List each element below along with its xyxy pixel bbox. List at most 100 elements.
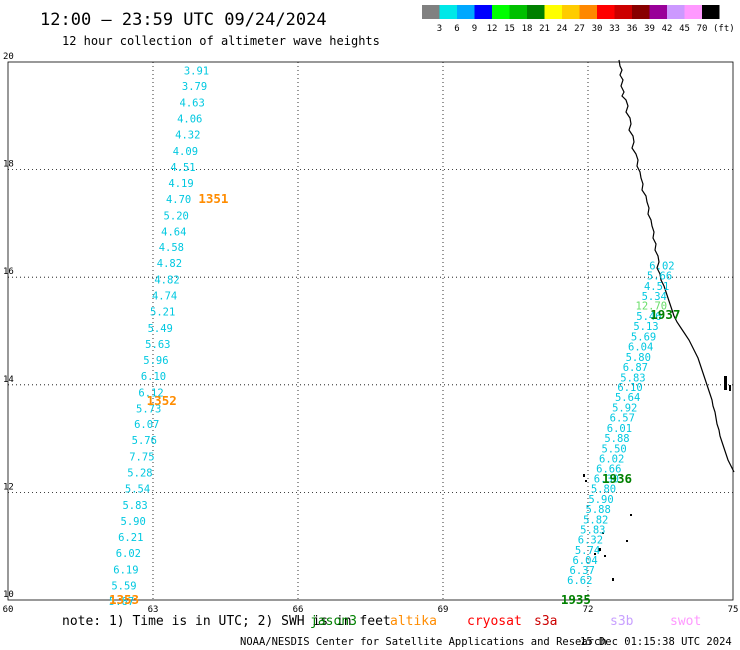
legend-swatch — [597, 5, 615, 19]
wave-height-value: 5.83 — [122, 500, 147, 512]
wave-height-value: 5.87 — [109, 596, 134, 608]
wave-height-value: 4.51 — [644, 281, 669, 293]
satellite-legend-item: cryosat — [467, 614, 522, 629]
wave-height-value: 6.10 — [617, 382, 642, 394]
x-tick-label: 63 — [148, 605, 159, 615]
y-tick-label: 10 — [3, 590, 14, 600]
wave-height-value: 6.57 — [610, 413, 635, 425]
legend-swatch — [667, 5, 685, 19]
wave-height-value: 6.02 — [599, 454, 624, 466]
pass-time-label: 1937 — [650, 307, 680, 322]
wave-height-value: 4.82 — [157, 258, 182, 270]
wave-height-value: 6.32 — [578, 535, 603, 547]
wave-height-value: 3.91 — [184, 66, 209, 78]
wave-height-value: 6.37 — [570, 565, 595, 577]
wave-height-value: 4.09 — [173, 146, 198, 158]
wave-height-value: 5.92 — [612, 402, 637, 414]
wave-height-value: 6.02 — [116, 548, 141, 560]
lakshadweep-islands — [583, 376, 731, 581]
wave-height-value: 5.46 — [636, 311, 661, 323]
satellite-legend-item: s3b — [610, 614, 634, 629]
pass-time-label: 1935 — [561, 592, 591, 607]
credit-text: NOAA/NESDIS Center for Satellite Applica… — [240, 636, 607, 648]
wave-height-value: 6.87 — [623, 362, 648, 374]
wave-height-value: 5.34 — [642, 291, 667, 303]
wave-height-value: 5.50 — [601, 443, 626, 455]
satellite-legend-item: swot — [670, 614, 701, 629]
legend-swatch — [579, 5, 597, 19]
x-axis-ticks: 60 63 66 69 72 75 — [3, 605, 739, 615]
pass-time-label: 1936 — [602, 471, 632, 486]
legend-swatch — [562, 5, 580, 19]
wave-height-value: 6.19 — [113, 564, 138, 576]
x-tick-label: 69 — [438, 605, 449, 615]
wave-height-value: 6.66 — [596, 464, 621, 476]
wave-height-value: 6.30 — [594, 473, 619, 485]
legend-swatch — [527, 5, 545, 19]
x-tick-label: 60 — [3, 605, 14, 615]
legend-swatch — [492, 5, 510, 19]
wave-height-value: 12.70 — [636, 301, 668, 313]
wave-height-value: 6.04 — [572, 555, 597, 567]
wave-height-value: 5.13 — [633, 321, 658, 333]
legend-swatch — [474, 5, 492, 19]
wave-height-value: 6.12 — [138, 387, 163, 399]
wave-height-value: 6.21 — [118, 532, 143, 544]
wave-height-value: 6.62 — [567, 575, 592, 587]
map-grid — [8, 62, 733, 600]
wave-height-value: 5.82 — [583, 514, 608, 526]
satellite-legend-item: s3a — [534, 614, 557, 629]
wave-height-value: 5.96 — [143, 355, 168, 367]
legend-tick: 36 — [627, 24, 638, 34]
satellite-legend-item: jason3 — [310, 614, 357, 629]
satellite-legend-item: altika — [390, 614, 437, 629]
wave-height-value: 6.04 — [628, 342, 653, 354]
y-tick-label: 18 — [3, 160, 14, 170]
wave-height-value: 5.90 — [588, 494, 613, 506]
generated-timestamp: 15 Dec 01:15:38 UTC 2024 — [580, 636, 732, 648]
legend-tick: 42 — [662, 24, 673, 34]
wave-height-value: 6.01 — [607, 423, 632, 435]
legend-tick: 39 — [644, 24, 655, 34]
legend-swatch — [544, 5, 562, 19]
legend-swatch — [457, 5, 475, 19]
wave-height-value: 5.49 — [148, 323, 173, 335]
legend-swatch — [702, 5, 720, 19]
wave-height-value: 4.06 — [177, 113, 202, 125]
legend-swatch — [632, 5, 650, 19]
wave-height-value: 7.75 — [129, 451, 154, 463]
wave-height-value: 5.54 — [125, 484, 150, 496]
legend-tick: 45 — [679, 24, 690, 34]
wave-height-value: 5.69 — [631, 331, 656, 343]
wave-height-value: 4.51 — [170, 162, 195, 174]
wave-height-value: 5.80 — [591, 484, 616, 496]
wave-height-value: 6.02 — [649, 260, 674, 272]
legend-tick: 9 — [472, 24, 477, 34]
wave-height-value: 4.58 — [159, 242, 184, 254]
legend-tick: 27 — [574, 24, 585, 34]
y-axis-ticks: 10 12 14 16 18 20 — [3, 52, 14, 600]
y-tick-label: 12 — [3, 482, 14, 492]
legend-tick: 6 — [454, 24, 459, 34]
wave-height-value: 4.70 — [166, 194, 191, 206]
legend-tick: 24 — [557, 24, 568, 34]
wave-height-value: 4.82 — [154, 274, 179, 286]
wave-height-value: 4.32 — [175, 130, 200, 142]
y-tick-label: 16 — [3, 267, 14, 277]
y-tick-label: 14 — [3, 375, 14, 385]
wave-height-value: 5.63 — [145, 339, 170, 351]
wave-height-value: 4.63 — [180, 97, 205, 109]
x-tick-label: 75 — [728, 605, 739, 615]
x-tick-label: 72 — [583, 605, 594, 615]
wave-height-value: 5.59 — [111, 580, 136, 592]
wave-height-value: 5.83 — [620, 372, 645, 384]
wave-height-value: 5.73 — [136, 403, 161, 415]
wave-height-value: 5.66 — [647, 271, 672, 283]
legend-tick: 12 — [487, 24, 498, 34]
color-legend: (ft) 3 6 9 12 15 18 21 24 27 30 33 36 39 42 45 70 — [422, 5, 735, 34]
wave-height-value: 5.74 — [575, 545, 600, 557]
wave-height-value: 4.19 — [168, 178, 193, 190]
legend-swatch — [649, 5, 667, 19]
legend-tick: 15 — [504, 24, 515, 34]
legend-tick: 33 — [609, 24, 620, 34]
